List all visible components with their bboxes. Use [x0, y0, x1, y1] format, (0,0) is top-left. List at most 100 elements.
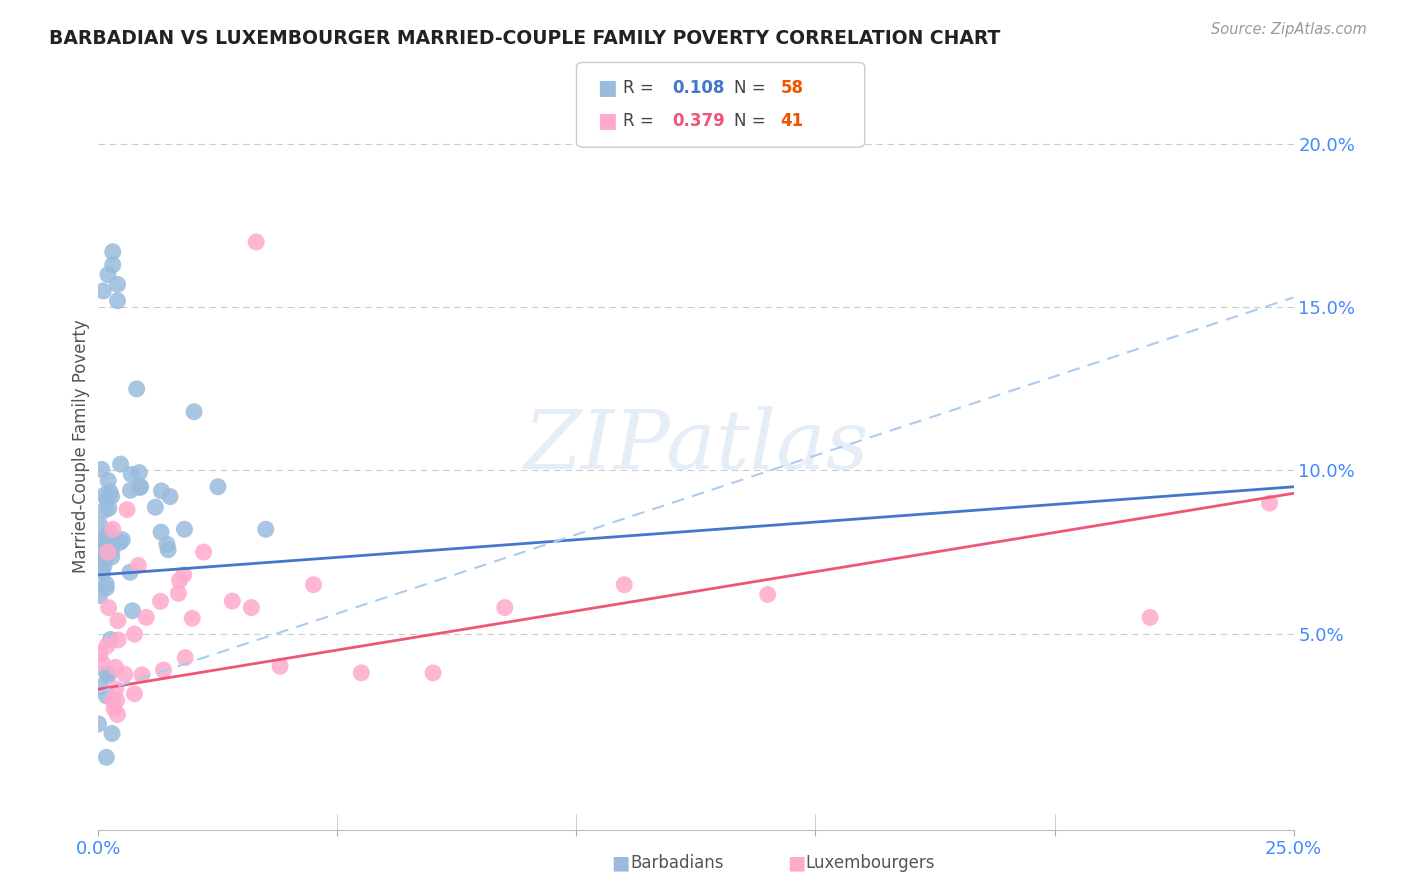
Point [90, 553, 112, 567]
Point [87, 717, 110, 731]
Point [107, 277, 129, 292]
Point [89, 680, 111, 694]
Point [91, 656, 114, 670]
Point [97, 501, 120, 516]
Point [98, 524, 121, 539]
Point [94, 530, 117, 544]
Point [1139, 610, 1161, 624]
Point [173, 522, 195, 536]
Text: 0.108: 0.108 [672, 79, 724, 97]
Point [101, 726, 124, 740]
Y-axis label: Married-Couple Family Poverty: Married-Couple Family Poverty [72, 319, 90, 573]
Point [302, 578, 325, 592]
Point [107, 632, 129, 647]
Point [613, 578, 636, 592]
Point [494, 600, 516, 615]
Text: R =: R = [623, 112, 659, 130]
Point [97, 545, 120, 559]
Point [143, 500, 166, 515]
Point [100, 536, 122, 550]
Point [120, 483, 142, 498]
Point [94, 577, 117, 591]
Point [167, 586, 190, 600]
Text: 58: 58 [780, 79, 803, 97]
Point [101, 522, 124, 536]
Point [156, 537, 179, 551]
Text: ■: ■ [598, 78, 617, 98]
Point [150, 483, 173, 498]
Point [131, 667, 153, 681]
Point [101, 258, 124, 272]
Point [181, 611, 204, 625]
Point [87, 535, 110, 549]
Point [129, 480, 152, 494]
Point [110, 457, 132, 471]
Point [149, 594, 172, 608]
Point [96, 689, 118, 703]
Point [245, 235, 267, 249]
Point [93, 488, 115, 502]
Point [422, 665, 444, 680]
Point [104, 660, 127, 674]
Point [97, 268, 120, 282]
Point [124, 627, 146, 641]
Point [756, 588, 779, 602]
Point [96, 750, 118, 764]
Point [101, 694, 124, 708]
Point [104, 681, 127, 696]
Point [101, 244, 124, 259]
Point [93, 559, 115, 574]
Point [128, 480, 150, 494]
Point [96, 493, 118, 508]
Point [107, 293, 129, 308]
Point [193, 545, 215, 559]
Text: R =: R = [623, 79, 659, 97]
Point [89, 516, 111, 531]
Text: Source: ZipAtlas.com: Source: ZipAtlas.com [1211, 22, 1367, 37]
Text: N =: N = [734, 112, 770, 130]
Point [207, 480, 229, 494]
Point [221, 594, 243, 608]
Text: BARBADIAN VS LUXEMBOURGER MARRIED-COUPLE FAMILY POVERTY CORRELATION CHART: BARBADIAN VS LUXEMBOURGER MARRIED-COUPLE… [49, 29, 1001, 47]
Text: Barbadians: Barbadians [630, 855, 724, 872]
Point [111, 533, 134, 547]
Point [173, 567, 195, 582]
Point [254, 522, 277, 536]
Text: 41: 41 [780, 112, 803, 130]
Text: ZIPatlas: ZIPatlas [523, 406, 869, 486]
Point [100, 549, 122, 564]
Point [91, 566, 114, 580]
Point [100, 632, 122, 647]
Point [97, 600, 120, 615]
Text: 0.379: 0.379 [672, 112, 725, 130]
Text: ■: ■ [612, 854, 630, 872]
Point [120, 467, 142, 482]
Point [101, 543, 124, 558]
Point [115, 502, 138, 516]
Point [89, 589, 111, 603]
Point [114, 667, 136, 681]
Point [121, 604, 143, 618]
Point [159, 490, 181, 504]
Point [269, 659, 291, 673]
Point [98, 484, 121, 499]
Point [91, 533, 114, 547]
Point [103, 702, 125, 716]
Point [105, 693, 128, 707]
Point [101, 534, 124, 549]
Point [96, 639, 118, 653]
Point [90, 462, 112, 476]
Point [89, 549, 111, 564]
Point [94, 550, 117, 565]
Point [96, 666, 118, 681]
Point [97, 474, 120, 488]
Point [240, 600, 263, 615]
Point [100, 490, 122, 504]
Point [91, 284, 114, 298]
Point [183, 405, 205, 419]
Point [124, 687, 146, 701]
Point [96, 581, 118, 595]
Point [97, 668, 120, 682]
Point [174, 650, 197, 665]
Point [169, 574, 191, 588]
